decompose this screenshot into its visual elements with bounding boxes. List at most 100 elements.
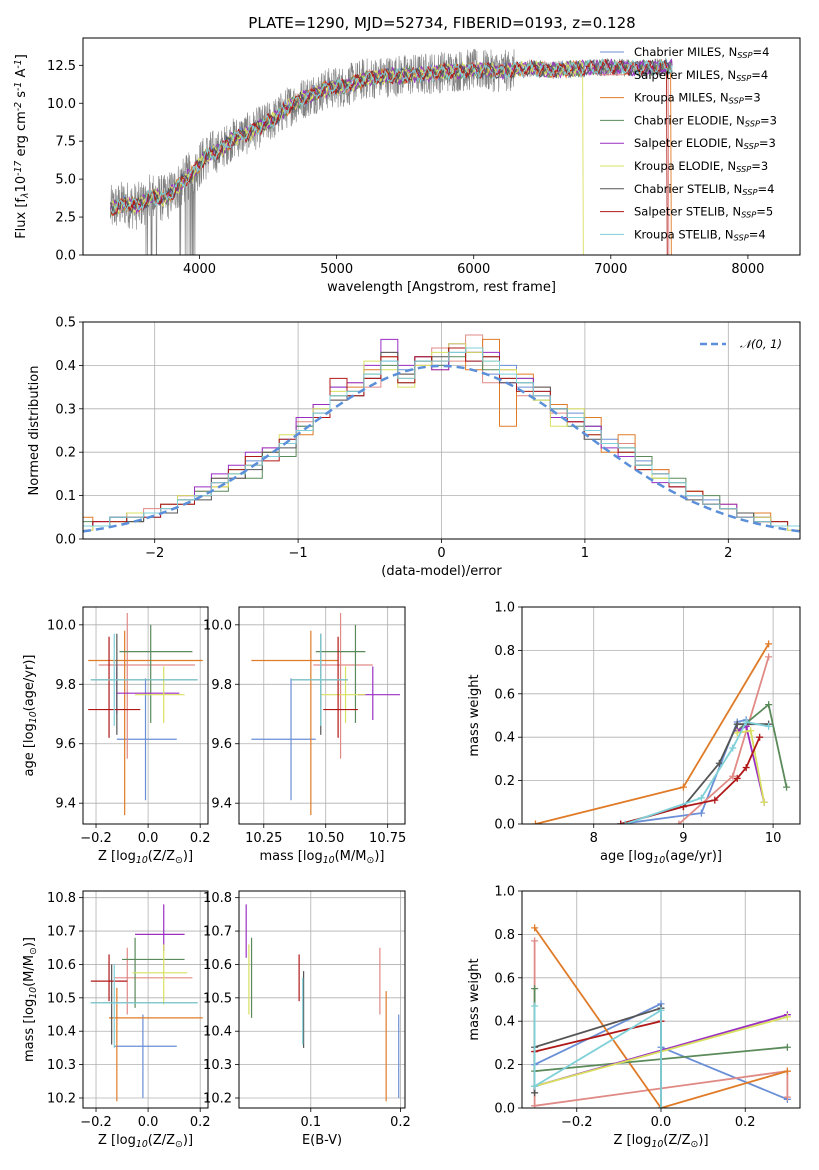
y-tick-label-2: 10.4 bbox=[203, 1025, 232, 1040]
weight-marker-8-3 bbox=[742, 718, 750, 726]
y-tick-label-5: 10.7 bbox=[203, 925, 232, 940]
x-tick-label-1: −1 bbox=[289, 546, 308, 561]
y-tick-label-4: 10.6 bbox=[203, 958, 232, 973]
y-tick-label-4: 0.8 bbox=[494, 928, 515, 943]
weight-line-7 bbox=[620, 736, 761, 824]
weight-marker-1-1 bbox=[729, 772, 737, 780]
plot-area bbox=[109, 48, 673, 255]
weight-marker-8-1 bbox=[531, 1082, 539, 1090]
y-tick-label-4: 10.6 bbox=[47, 958, 76, 973]
histogram-8 bbox=[83, 347, 800, 527]
x-axis-label: wavelength [Angstrom, rest frame] bbox=[327, 280, 556, 295]
weight-marker-3-2 bbox=[783, 783, 791, 791]
weight-line-3 bbox=[736, 702, 788, 788]
weight-marker-6-2 bbox=[715, 759, 723, 767]
x-tick-label-2: 0.2 bbox=[190, 831, 211, 846]
histogram-7 bbox=[83, 347, 800, 527]
y-axis-label: Normed distribution bbox=[27, 366, 42, 496]
x-tick-label-4: 2 bbox=[724, 546, 732, 561]
legend-entry-5: Kroupa ELODIE, NSSP=3 bbox=[634, 159, 768, 174]
x-axis-label: age [log10(age/yr)] bbox=[600, 849, 722, 866]
model-spectrum-8 bbox=[110, 57, 673, 215]
x-axis-label: Z [log10(Z/Z⊙)] bbox=[613, 1133, 708, 1150]
x-tick-label-2: 10.75 bbox=[369, 831, 406, 846]
panel-mass-vs-ebv: 0.1 0.2 10.2 10.3 10.4 10.5 10.6 10.7 10.8 E(B-V) bbox=[203, 890, 411, 1148]
x-tick-label-4: 8000 bbox=[731, 262, 764, 277]
weight-marker-8-0 bbox=[621, 820, 629, 824]
panel-mass-vs-z: −0.2 0.0 0.2 10.2 10.3 10.4 10.5 10.6 10.7 10.8 Z … bbox=[22, 890, 211, 1150]
legend-entry-8: Kroupa STELIB, NSSP=4 bbox=[634, 227, 766, 242]
x-tick-label-2: 0.2 bbox=[735, 1115, 756, 1130]
weight-marker-3-0 bbox=[531, 985, 539, 993]
weight-marker-8-4 bbox=[765, 722, 773, 730]
y-tick-label-4: 0.4 bbox=[55, 359, 76, 374]
weight-marker-8-2 bbox=[657, 1006, 665, 1014]
y-tick-label-5: 1.0 bbox=[494, 885, 515, 900]
y-tick-label-3: 0.6 bbox=[494, 971, 515, 986]
y-tick-label-3: 10.5 bbox=[47, 991, 76, 1006]
x-tick-label-3: 7000 bbox=[594, 262, 627, 277]
weight-marker-1-0 bbox=[675, 820, 683, 824]
weight-marker-2-0 bbox=[531, 924, 539, 932]
x-tick-label-2: 0 bbox=[437, 546, 445, 561]
panel-age-vs-mass: 10.25 10.50 10.75 9.4 9.6 9.8 10.0 mass [log10(… bbox=[203, 606, 406, 866]
weight-marker-7-2 bbox=[711, 796, 719, 804]
x-tick-label-0: 8 bbox=[590, 831, 598, 846]
legend-entry-normal: 𝒩(0, 1) bbox=[740, 337, 782, 351]
x-tick-label-0: −0.2 bbox=[80, 1115, 112, 1130]
weight-marker-2-0 bbox=[531, 820, 539, 824]
x-tick-label-2: 0.2 bbox=[190, 1115, 211, 1130]
x-tick-label-1: 9 bbox=[679, 831, 687, 846]
weight-marker-1-2 bbox=[765, 653, 773, 661]
y-tick-label-0: 0.0 bbox=[494, 1102, 515, 1117]
y-tick-label-1: 10.3 bbox=[203, 1058, 232, 1073]
y-tick-label-6: 10.8 bbox=[203, 891, 232, 906]
x-tick-label-0: −0.2 bbox=[80, 831, 112, 846]
y-tick-label-3: 7.5 bbox=[55, 135, 76, 150]
weight-line-2 bbox=[533, 927, 788, 1108]
weight-marker-3-1 bbox=[765, 701, 773, 709]
weight-marker-2-1 bbox=[679, 783, 687, 791]
x-axis-label: mass [log10(M/M⊙)] bbox=[260, 849, 385, 866]
y-tick-label-3: 10.5 bbox=[203, 991, 232, 1006]
axes-frame bbox=[82, 37, 801, 256]
plot-area bbox=[245, 904, 400, 1102]
legend-entry-3: Chabrier ELODIE, NSSP=3 bbox=[634, 113, 777, 128]
histogram-0 bbox=[83, 351, 800, 527]
y-axis-label: Flux [fλ10-17 erg cm-2 s-1 A-1] bbox=[13, 54, 30, 239]
y-tick-label-5: 10.7 bbox=[47, 925, 76, 940]
weight-marker-5-2 bbox=[760, 798, 768, 806]
figure-title: PLATE=1290, MJD=52734, FIBERID=0193, z=0… bbox=[248, 14, 635, 32]
panel-weight-vs-z: −0.2 0.0 0.2 0.0 0.2 0.4 0.6 0.8 1.0 Z [log10(Z/Z… bbox=[467, 885, 801, 1150]
axes-frame bbox=[521, 606, 801, 825]
x-axis-label: Z [log10(Z/Z⊙)] bbox=[98, 849, 193, 866]
y-tick-label-6: 10.8 bbox=[47, 891, 76, 906]
legend-entry-6: Chabrier STELIB, NSSP=4 bbox=[634, 182, 774, 197]
model-spectrum-3 bbox=[109, 58, 673, 217]
y-tick-label-0: 10.2 bbox=[203, 1091, 232, 1106]
weight-marker-2-2 bbox=[765, 640, 773, 648]
weight-marker-2-2 bbox=[783, 1067, 791, 1075]
plot-area bbox=[251, 612, 401, 816]
y-tick-label-0: 9.4 bbox=[211, 797, 232, 812]
weight-marker-3-2 bbox=[783, 1043, 791, 1051]
y-axis-label: mass [log10(M/M⊙)] bbox=[22, 937, 39, 1062]
y-tick-label-1: 10.3 bbox=[47, 1058, 76, 1073]
x-tick-label-0: 4000 bbox=[183, 262, 216, 277]
x-tick-label-1: 0.0 bbox=[138, 831, 159, 846]
y-tick-label-3: 10.0 bbox=[203, 618, 232, 633]
weight-marker-8-2 bbox=[729, 744, 737, 752]
plot-area bbox=[83, 334, 800, 533]
x-axis-label: (data-model)/error bbox=[381, 564, 502, 579]
x-tick-label-1: 10.50 bbox=[307, 831, 344, 846]
y-tick-label-2: 10.4 bbox=[47, 1025, 76, 1040]
weight-marker-5-1 bbox=[783, 1013, 791, 1021]
x-axis-label: Z [log10(Z/Z⊙)] bbox=[98, 1133, 193, 1150]
y-tick-label-5: 1.0 bbox=[494, 601, 515, 616]
y-tick-label-2: 9.8 bbox=[211, 678, 232, 693]
y-tick-label-0: 10.2 bbox=[47, 1091, 76, 1106]
y-tick-label-5: 12.5 bbox=[47, 59, 76, 74]
legend-entry-1: Salpeter MILES, NSSP=4 bbox=[634, 68, 768, 83]
plot-area bbox=[88, 612, 203, 816]
y-tick-label-3: 0.6 bbox=[494, 687, 515, 702]
